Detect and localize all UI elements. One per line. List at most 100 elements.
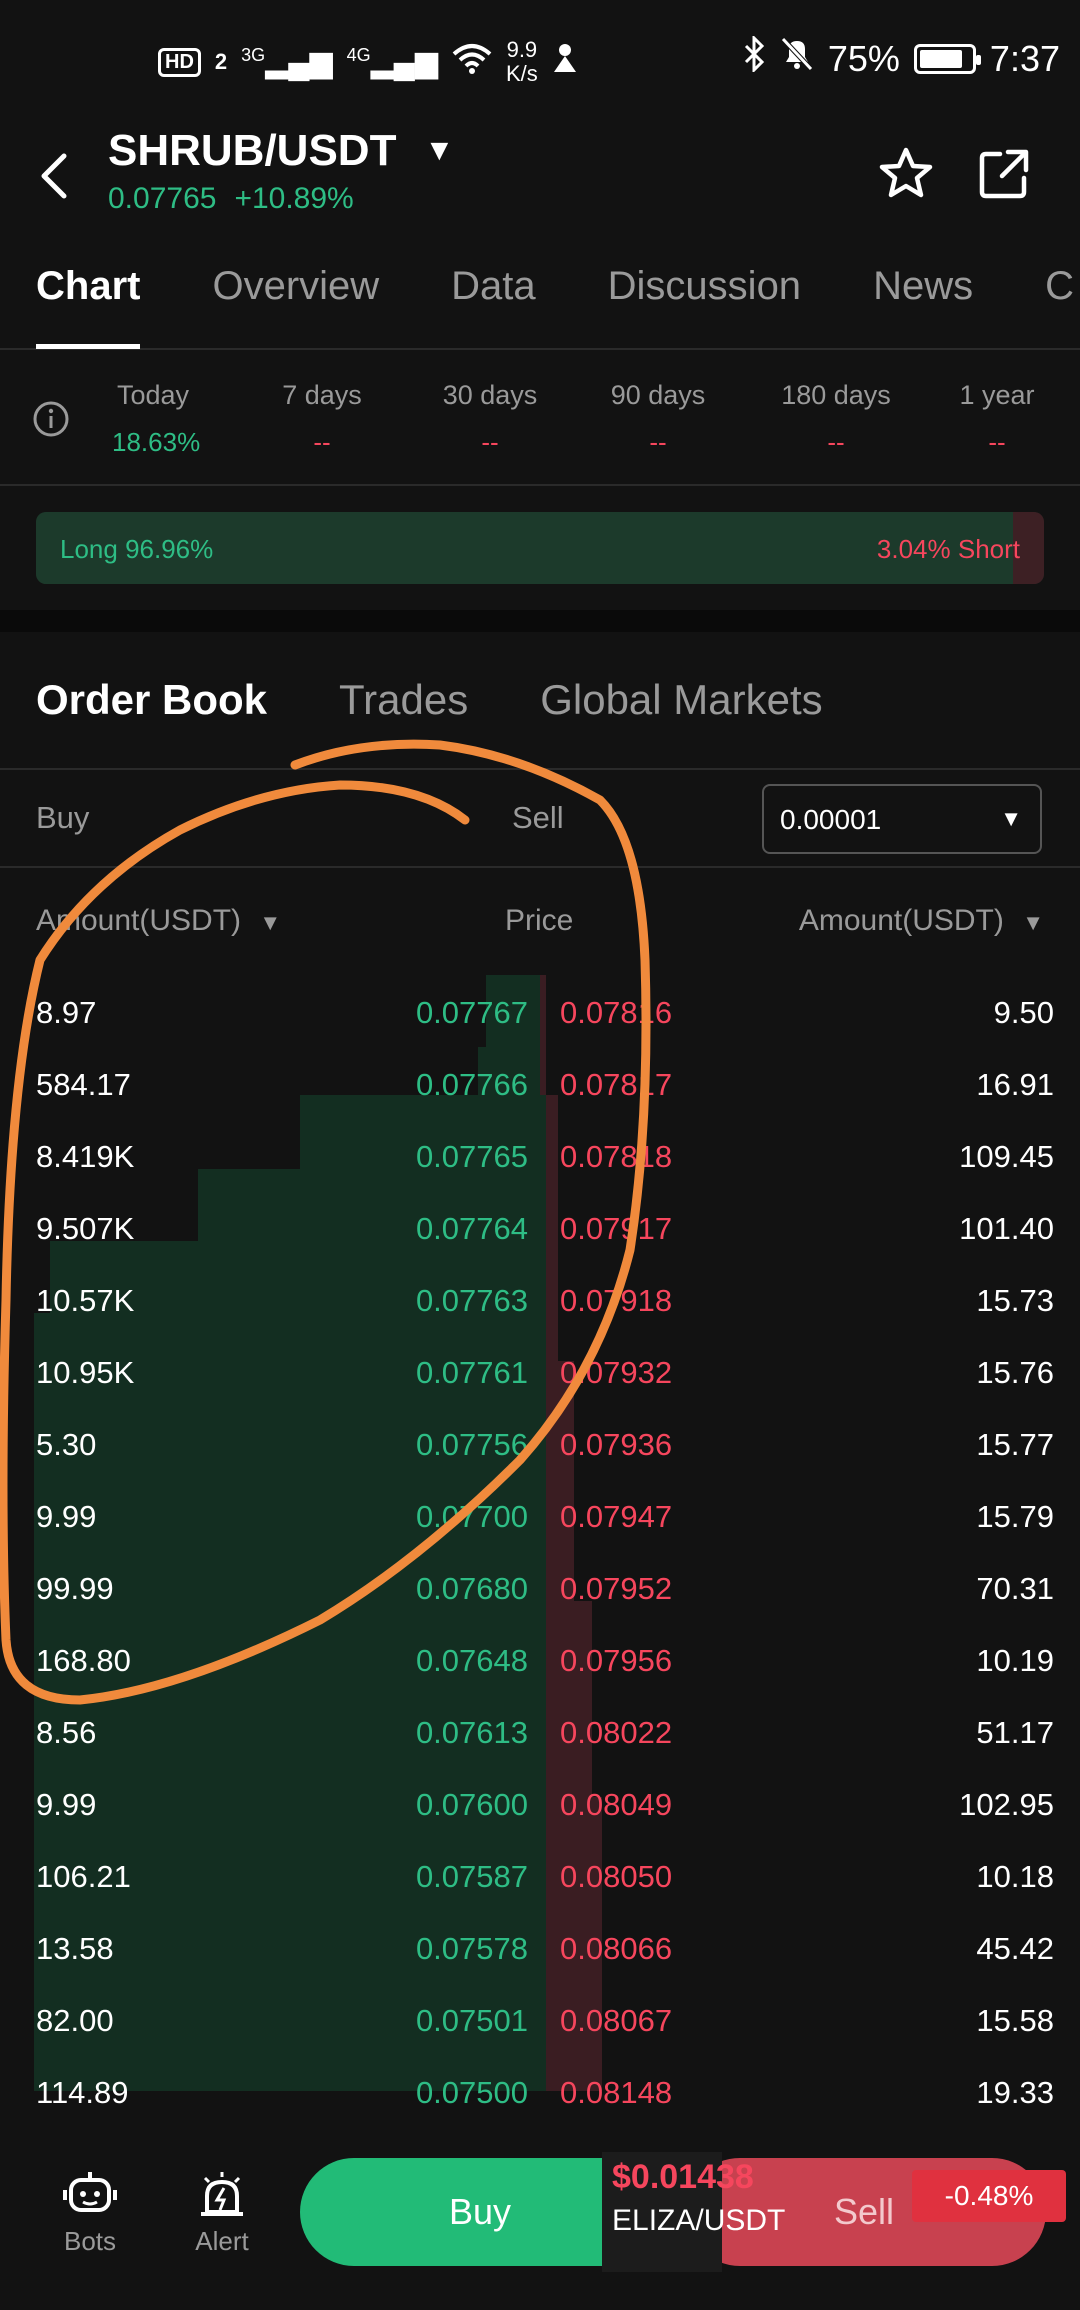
ask-depth-bar	[546, 1797, 602, 2091]
buy-button[interactable]: Buy	[300, 2158, 660, 2266]
bid-amount: 8.419K	[36, 1139, 135, 1174]
info-icon[interactable]	[32, 400, 70, 438]
ask-amount: 101.40	[959, 1211, 1054, 1246]
tab-news[interactable]: News	[873, 264, 974, 308]
market-tabs: Order Book Trades Global Markets	[0, 632, 1080, 770]
tab-overview[interactable]: Overview	[212, 264, 380, 308]
tab-order-book[interactable]: Order Book	[36, 676, 268, 723]
tab-more-cut[interactable]: C	[1045, 264, 1074, 308]
ask-amount: 19.33	[976, 2075, 1054, 2110]
caret-down-icon: ▼	[424, 134, 455, 167]
price-change: +10.89%	[234, 182, 354, 215]
bid-amount-header[interactable]: Amount(USDT) ▼	[36, 904, 282, 937]
bid-amount: 82.00	[36, 2003, 114, 2038]
bid-price: 0.07764	[415, 1211, 528, 1246]
bid-amount: 13.58	[36, 1931, 114, 1966]
long-fill	[36, 512, 1014, 584]
bid-price: 0.07766	[415, 1067, 528, 1102]
floating-ticker-price[interactable]: $0.01438	[612, 2158, 754, 2196]
battery-icon	[913, 43, 981, 74]
bid-amount: 584.17	[36, 1067, 131, 1102]
bid-price: 0.07700	[415, 1499, 528, 1534]
signal-4g-icon: 4G▂▄▆	[346, 44, 438, 79]
caret-down-icon: ▼	[1000, 806, 1022, 831]
tab-global-markets[interactable]: Global Markets	[540, 676, 823, 723]
ask-price: 0.08050	[560, 1859, 673, 1894]
price-step-value: 0.00001	[780, 804, 882, 835]
order-book-row[interactable]: 168.80 0.07648 0.07956 10.19	[0, 1623, 1080, 1695]
ask-price: 0.07947	[560, 1499, 673, 1534]
order-book-row[interactable]: 106.21 0.07587 0.08050 10.18	[0, 1839, 1080, 1911]
chevron-left-icon	[41, 153, 67, 199]
bid-price: 0.07680	[415, 1571, 528, 1606]
order-book-row[interactable]: 8.419K 0.07765 0.07818 109.45	[0, 1119, 1080, 1191]
filter-sell[interactable]: Sell	[512, 800, 564, 835]
filter-buy[interactable]: Buy	[36, 800, 90, 835]
bluetooth-icon	[742, 34, 766, 81]
period-7d: 7 days --	[282, 380, 362, 457]
floating-ticker-pair[interactable]: ELIZA/USDT	[612, 2204, 786, 2237]
order-book-row[interactable]: 8.97 0.07767 0.07816 9.50	[0, 975, 1080, 1047]
tab-trades[interactable]: Trades	[339, 676, 469, 723]
tab-chart[interactable]: Chart	[36, 250, 141, 349]
bid-price: 0.07613	[415, 1715, 528, 1750]
ask-amount: 10.18	[976, 1859, 1054, 1894]
last-price: 0.07765	[108, 182, 217, 215]
pair-name: SHRUB/USDT	[108, 126, 397, 175]
star-icon	[879, 147, 933, 198]
tab-discussion[interactable]: Discussion	[607, 264, 802, 308]
order-book-row[interactable]: 9.99 0.07600 0.08049 102.95	[0, 1767, 1080, 1839]
order-book-row[interactable]: 584.17 0.07766 0.07817 16.91	[0, 1047, 1080, 1119]
order-book-row[interactable]: 10.95K 0.07761 0.07932 15.76	[0, 1335, 1080, 1407]
ask-amount: 102.95	[959, 1787, 1054, 1822]
floating-ticker-change[interactable]: -0.48%	[912, 2170, 1066, 2222]
bid-price: 0.07767	[415, 995, 528, 1030]
order-book-row[interactable]: 9.99 0.07700 0.07947 15.79	[0, 1479, 1080, 1551]
ask-amount: 15.73	[976, 1283, 1054, 1318]
bell-muted-icon	[780, 36, 814, 81]
ask-amount: 15.77	[976, 1427, 1054, 1462]
order-book-row[interactable]: 99.99 0.07680 0.07952 70.31	[0, 1551, 1080, 1623]
ask-amount: 10.19	[976, 1643, 1054, 1678]
sim-badge: 2	[214, 49, 228, 74]
back-button[interactable]	[30, 140, 80, 210]
ask-price: 0.08067	[560, 2003, 673, 2038]
favorite-button[interactable]	[874, 142, 938, 206]
order-book-row[interactable]: 82.00 0.07501 0.08067 15.58	[0, 1983, 1080, 2055]
section-divider	[0, 610, 1080, 632]
order-book-header: Amount(USDT) ▼ Price Amount(USDT) ▼	[0, 868, 1080, 968]
wifi-icon	[452, 42, 492, 82]
ask-amount-header[interactable]: Amount(USDT) ▼	[798, 904, 1044, 937]
order-book-row[interactable]: 5.30 0.07756 0.07936 15.77	[0, 1407, 1080, 1479]
status-bar: HD 2 3G▂▄▆ 4G▂▄▆ 9.9 K/s 75% 7:37	[0, 0, 1080, 120]
pair-selector[interactable]: SHRUB/USDT ▼	[108, 126, 454, 176]
ask-price: 0.08066	[560, 1931, 673, 1966]
ask-amount: 9.50	[993, 995, 1054, 1030]
bid-amount: 99.99	[36, 1571, 114, 1606]
short-fill	[1013, 512, 1044, 584]
bid-price: 0.07501	[415, 2003, 528, 2038]
ask-price: 0.07816	[560, 995, 673, 1030]
bid-amount: 10.57K	[36, 1283, 135, 1318]
header: SHRUB/USDT ▼ 0.07765 +10.89%	[0, 120, 1080, 250]
ask-amount: 109.45	[959, 1139, 1054, 1174]
bid-amount: 114.89	[36, 2075, 129, 2110]
bid-price: 0.07648	[415, 1643, 528, 1678]
ask-price: 0.08049	[560, 1787, 673, 1822]
order-book-row[interactable]: 13.58 0.07578 0.08066 45.42	[0, 1911, 1080, 1983]
user-icon	[552, 42, 578, 82]
bots-button[interactable]: Bots	[40, 2170, 140, 2257]
alert-button[interactable]: Alert	[172, 2170, 272, 2257]
tab-data[interactable]: Data	[451, 264, 536, 308]
price-step-select[interactable]: 0.00001 ▼	[762, 784, 1042, 854]
order-book-row[interactable]: 9.507K 0.07764 0.07917 101.40	[0, 1191, 1080, 1263]
order-book-filter: Buy Sell 0.00001 ▼	[0, 770, 1080, 868]
bid-price: 0.07765	[415, 1139, 528, 1174]
period-180d: 180 days --	[781, 380, 891, 457]
caret-down-icon: ▼	[259, 910, 282, 935]
ask-price: 0.07956	[560, 1643, 673, 1678]
order-book-row[interactable]: 8.56 0.07613 0.08022 51.17	[0, 1695, 1080, 1767]
order-book-row[interactable]: 10.57K 0.07763 0.07918 15.73	[0, 1263, 1080, 1335]
share-button[interactable]	[972, 142, 1036, 206]
order-book-row[interactable]: 114.89 0.07500 0.08148 19.33	[0, 2055, 1080, 2127]
